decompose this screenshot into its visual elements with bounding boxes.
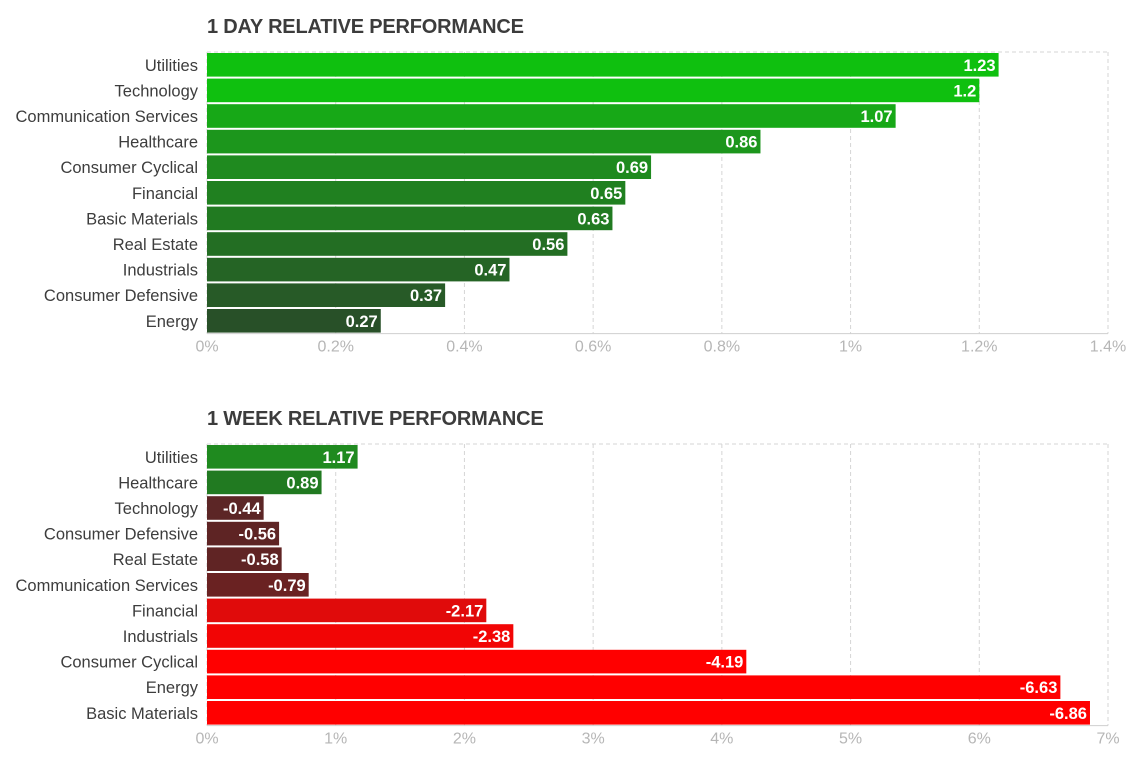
category-label: Industrials <box>123 262 198 280</box>
data-label: -0.44 <box>223 500 261 518</box>
x-tick-label: 3% <box>582 731 605 748</box>
data-label: -0.56 <box>238 526 276 544</box>
x-tick-label: 6% <box>968 731 991 748</box>
bar <box>207 129 761 154</box>
category-label: Technology <box>115 500 199 518</box>
x-tick-label: 0.4% <box>446 339 482 356</box>
category-label: Financial <box>132 602 198 620</box>
bar <box>207 470 322 495</box>
x-tick-label: 1% <box>839 339 862 356</box>
x-tick-label: 2% <box>453 731 476 748</box>
data-label: 1.2 <box>953 82 976 100</box>
category-label: Utilities <box>145 449 198 467</box>
bar <box>207 573 309 597</box>
day-performance-chart: 1 DAY RELATIVE PERFORMANCE 0% 0.2% 0.4% 0.6… <box>0 0 1138 370</box>
category-label: Basic Materials <box>86 210 198 228</box>
data-label: -6.86 <box>1049 705 1087 723</box>
data-label: 0.56 <box>532 236 564 254</box>
category-label: Basic Materials <box>86 705 198 723</box>
category-label: Real Estate <box>113 236 198 254</box>
x-tick-label: 4% <box>710 731 733 748</box>
category-label: Utilities <box>145 57 198 75</box>
data-label: 0.89 <box>286 474 318 492</box>
data-label: 0.47 <box>474 262 506 280</box>
bar <box>207 283 446 307</box>
bar <box>207 496 264 520</box>
x-tick-label: 1.4% <box>1090 339 1126 356</box>
data-label: -0.79 <box>268 577 306 595</box>
data-label: -0.58 <box>241 551 279 569</box>
bar <box>207 624 514 648</box>
day-performance-plot: 0% 0.2% 0.4% 0.6% 0.8% 1% 1.2% 1.4% Utilities 1.2… <box>16 51 1126 356</box>
week-performance-chart: 1 WEEK RELATIVE PERFORMANCE 0% 1% 2% 3% 4% 5%… <box>0 392 1138 772</box>
data-label: -2.17 <box>446 602 484 620</box>
bar <box>207 181 626 205</box>
bar <box>207 104 896 128</box>
category-label: Consumer Cyclical <box>60 654 198 672</box>
category-label: Healthcare <box>118 474 198 492</box>
category-label: Real Estate <box>113 551 198 569</box>
x-tick-label: 7% <box>1096 731 1119 748</box>
data-label: -2.38 <box>473 628 511 646</box>
category-label: Communication Services <box>16 108 198 126</box>
data-label: 0.65 <box>590 185 622 203</box>
bar <box>207 701 1090 725</box>
category-label: Technology <box>115 82 199 100</box>
data-label: 0.86 <box>725 134 757 152</box>
week-performance-plot: 0% 1% 2% 3% 4% 5% 6% 7% Utilities 1.17 Healthcare 0… <box>16 443 1120 748</box>
data-label: 1.17 <box>322 449 354 467</box>
x-tick-label: 0.6% <box>575 339 611 356</box>
bar <box>207 675 1061 699</box>
x-tick-label: 0.2% <box>317 339 353 356</box>
data-label: 1.23 <box>963 57 995 75</box>
x-tick-label: 1.2% <box>961 339 997 356</box>
x-tick-label: 1% <box>324 731 347 748</box>
data-label: 0.27 <box>346 313 378 331</box>
bar <box>207 445 358 469</box>
chart-title: 1 DAY RELATIVE PERFORMANCE <box>207 16 524 38</box>
bar <box>207 521 280 546</box>
bar <box>207 206 613 231</box>
category-label: Communication Services <box>16 577 198 595</box>
bar <box>207 598 487 623</box>
chart-title: 1 WEEK RELATIVE PERFORMANCE <box>207 408 544 430</box>
data-label: 1.07 <box>860 108 892 126</box>
bar <box>207 649 747 674</box>
category-label: Energy <box>146 679 199 697</box>
x-tick-label: 0% <box>195 731 218 748</box>
category-label: Industrials <box>123 628 198 646</box>
data-label: -4.19 <box>706 654 744 672</box>
bar <box>207 53 999 77</box>
category-label: Consumer Defensive <box>44 287 198 305</box>
category-label: Healthcare <box>118 134 198 152</box>
x-tick-label: 0% <box>195 339 218 356</box>
data-label: 0.63 <box>577 210 609 228</box>
data-label: -6.63 <box>1020 679 1058 697</box>
category-label: Financial <box>132 185 198 203</box>
data-label: 0.37 <box>410 287 442 305</box>
bar <box>207 257 510 282</box>
bar <box>207 78 980 103</box>
x-tick-label: 0.8% <box>704 339 740 356</box>
bar <box>207 155 652 179</box>
data-label: 0.69 <box>616 159 648 177</box>
bar <box>207 547 282 571</box>
bar <box>207 232 568 256</box>
category-label: Consumer Cyclical <box>60 159 198 177</box>
x-tick-label: 5% <box>839 731 862 748</box>
category-label: Consumer Defensive <box>44 526 198 544</box>
category-label: Energy <box>146 313 199 331</box>
bar <box>207 309 381 333</box>
